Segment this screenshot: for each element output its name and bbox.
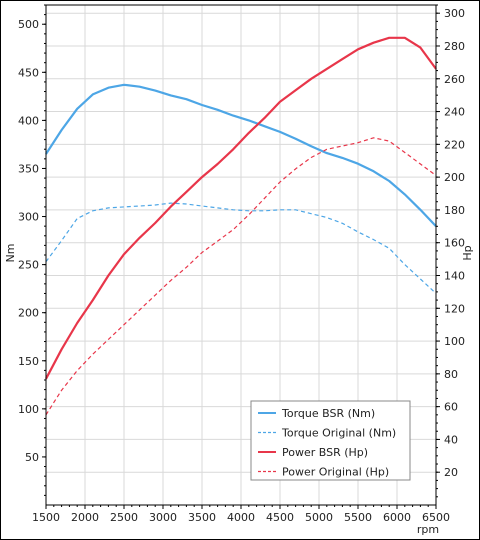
- y-left-tick-label: 150: [18, 355, 39, 368]
- y-left-tick-label: 400: [18, 114, 39, 127]
- y-left-tick-label: 100: [18, 403, 39, 416]
- y-right-tick-label: 260: [444, 73, 465, 86]
- y-right-axis-title: Hp: [461, 245, 474, 260]
- y-left-tick-label: 300: [18, 211, 39, 224]
- series-line-3: [45, 36, 437, 380]
- x-tick-label: 1500: [32, 511, 60, 524]
- y-right-tick-label: 280: [444, 40, 465, 53]
- y-left-tick-label: 500: [18, 18, 39, 31]
- x-tick-label: 6000: [383, 511, 411, 524]
- y-right-tick-label: 180: [444, 204, 465, 217]
- x-tick-label: 5000: [305, 511, 333, 524]
- y-left-tick-label: 50: [25, 451, 39, 464]
- legend-label-3: Power BSR (Hp): [282, 446, 368, 459]
- series-line-4: [45, 137, 437, 416]
- legend-label-1: Torque BSR (Nm): [281, 407, 375, 420]
- x-tick-label: 5500: [344, 511, 372, 524]
- y-right-tick-label: 300: [444, 7, 465, 20]
- y-left-tick-label: 250: [18, 259, 39, 272]
- y-right-tick-label: 80: [444, 368, 458, 381]
- x-tick-label: 2000: [71, 511, 99, 524]
- legend: Torque BSR (Nm) Torque Original (Nm) Power…: [250, 400, 411, 481]
- axes: 1500 2000 2500 3000 3500 4000 4500 5000 5500 6000…: [4, 4, 474, 536]
- x-tick-label: 3500: [188, 511, 216, 524]
- legend-label-4: Power Original (Hp): [282, 466, 389, 479]
- legend-label-2: Torque Original (Nm): [281, 427, 396, 440]
- y-right-tick-label: 40: [444, 433, 458, 446]
- x-tick-label: 4000: [227, 511, 255, 524]
- y-right-tick-label: 120: [444, 302, 465, 315]
- x-axis-unit: rpm: [417, 523, 439, 536]
- y-right-tick-label: 220: [444, 138, 465, 151]
- series-lines: [45, 36, 437, 416]
- y-right-tick-label: 100: [444, 335, 465, 348]
- y-left-axis-title: Nm: [4, 244, 17, 263]
- y-right-tick-label: 200: [444, 171, 465, 184]
- y-left-tick-label: 350: [18, 162, 39, 175]
- series-line-2: [45, 202, 437, 294]
- x-tick-label: 3000: [149, 511, 177, 524]
- y-left-tick-label: 450: [18, 66, 39, 79]
- y-left-tick-label: 200: [18, 307, 39, 320]
- y-right-tick-label: 60: [444, 401, 458, 414]
- x-tick-label: 6500: [422, 511, 450, 524]
- y-right-tick-label: 20: [444, 466, 458, 479]
- series-line-1: [45, 83, 437, 227]
- x-tick-label: 4500: [266, 511, 294, 524]
- y-right-tick-label: 240: [444, 106, 465, 119]
- x-tick-label: 2500: [110, 511, 138, 524]
- y-right-tick-label: 160: [444, 237, 465, 250]
- legend-box: [250, 400, 411, 481]
- y-right-tick-label: 140: [444, 269, 465, 282]
